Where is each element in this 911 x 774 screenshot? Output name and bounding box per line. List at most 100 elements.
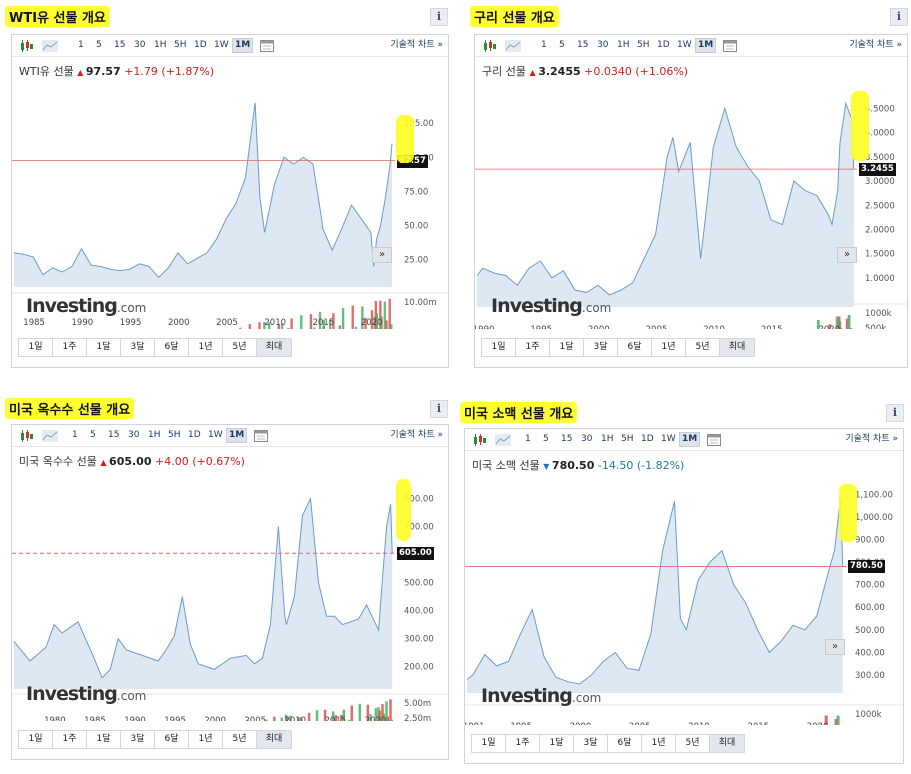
range-5[interactable]: 1년 — [652, 339, 686, 356]
interval-5H[interactable]: 5H — [174, 40, 187, 50]
range-7[interactable]: 최대 — [710, 735, 744, 752]
info-button[interactable]: i — [890, 8, 908, 26]
interval-5H[interactable]: 5H — [637, 40, 650, 50]
scroll-forward-button[interactable]: » — [372, 247, 392, 263]
interval-1H[interactable]: 1H — [601, 434, 614, 444]
interval-1H[interactable]: 1H — [617, 40, 630, 50]
range-4[interactable]: 6달 — [155, 731, 189, 748]
candlestick-icon[interactable] — [483, 40, 497, 52]
price-chart[interactable]: 1,100.001,000.00900.00800.00700.00600.00… — [465, 477, 903, 725]
technical-chart-link[interactable]: 기술적 차트 » — [390, 430, 443, 440]
range-4[interactable]: 6달 — [608, 735, 642, 752]
range-6[interactable]: 5년 — [676, 735, 710, 752]
interval-15[interactable]: 15 — [108, 430, 120, 440]
range-0[interactable]: 1일 — [19, 731, 53, 748]
interval-5[interactable]: 5 — [543, 434, 549, 444]
x-tick-label: 2000 — [168, 318, 190, 328]
calendar-icon[interactable] — [707, 434, 721, 446]
range-3[interactable]: 3달 — [121, 731, 155, 748]
volume-bar — [369, 714, 372, 721]
interval-1H[interactable]: 1H — [154, 40, 167, 50]
interval-1W[interactable]: 1W — [208, 430, 223, 440]
range-6[interactable]: 5년 — [686, 339, 720, 356]
technical-chart-link[interactable]: 기술적 차트 » — [390, 40, 443, 50]
candlestick-icon[interactable] — [20, 430, 34, 442]
scroll-forward-button[interactable]: » — [837, 247, 857, 263]
interval-1W[interactable]: 1W — [677, 40, 692, 50]
interval-1D[interactable]: 1D — [657, 40, 670, 50]
chart-box: 1 5 15 30 1H 5H 1D 1W 1M 기술적 차트 » 미국 소맥 선물 ▼ 780.5… — [464, 428, 904, 764]
calendar-icon[interactable] — [260, 40, 274, 52]
interval-5H[interactable]: 5H — [621, 434, 634, 444]
range-6[interactable]: 5년 — [223, 339, 257, 356]
range-3[interactable]: 3달 — [574, 735, 608, 752]
range-3[interactable]: 3달 — [584, 339, 618, 356]
interval-30[interactable]: 30 — [597, 40, 609, 50]
interval-1M[interactable]: 1M — [679, 432, 701, 447]
interval-30[interactable]: 30 — [134, 40, 146, 50]
range-1[interactable]: 1주 — [516, 339, 550, 356]
interval-1D[interactable]: 1D — [188, 430, 201, 440]
interval-15[interactable]: 15 — [114, 40, 126, 50]
area-chart-icon[interactable] — [42, 40, 58, 52]
candlestick-icon[interactable] — [473, 434, 487, 446]
calendar-icon[interactable] — [254, 430, 268, 442]
range-2[interactable]: 1달 — [87, 731, 121, 748]
price-chart[interactable]: 125.00100.0075.0050.0025.0010.00m1985199… — [12, 83, 448, 329]
interval-5[interactable]: 5 — [559, 40, 565, 50]
interval-1[interactable]: 1 — [78, 40, 84, 50]
area-chart-icon[interactable] — [42, 430, 58, 442]
range-2[interactable]: 1달 — [550, 339, 584, 356]
range-1[interactable]: 1주 — [53, 339, 87, 356]
info-button[interactable]: i — [430, 8, 448, 26]
range-5[interactable]: 1년 — [189, 731, 223, 748]
interval-1D[interactable]: 1D — [641, 434, 654, 444]
candlestick-icon[interactable] — [20, 40, 34, 52]
interval-15[interactable]: 15 — [561, 434, 573, 444]
interval-15[interactable]: 15 — [577, 40, 589, 50]
interval-1M[interactable]: 1M — [226, 428, 248, 443]
range-2[interactable]: 1달 — [87, 339, 121, 356]
price-chart[interactable]: 4.5000 4.0000 3.5000 3.0000 2.5000 2.0000 1.50… — [475, 83, 907, 329]
range-4[interactable]: 6달 — [155, 339, 189, 356]
calendar-icon[interactable] — [723, 40, 737, 52]
interval-1[interactable]: 1 — [541, 40, 547, 50]
range-7[interactable]: 최대 — [257, 731, 291, 748]
range-1[interactable]: 1주 — [506, 735, 540, 752]
range-7[interactable]: 최대 — [720, 339, 754, 356]
interval-1W[interactable]: 1W — [214, 40, 229, 50]
interval-1M[interactable]: 1M — [695, 38, 717, 53]
range-6[interactable]: 5년 — [223, 731, 257, 748]
interval-30[interactable]: 30 — [128, 430, 140, 440]
scroll-forward-button[interactable]: » — [825, 639, 845, 655]
interval-1D[interactable]: 1D — [194, 40, 207, 50]
interval-1H[interactable]: 1H — [148, 430, 161, 440]
range-0[interactable]: 1일 — [472, 735, 506, 752]
interval-5[interactable]: 5 — [96, 40, 102, 50]
interval-5[interactable]: 5 — [90, 430, 96, 440]
interval-5H[interactable]: 5H — [168, 430, 181, 440]
range-4[interactable]: 6달 — [618, 339, 652, 356]
interval-1[interactable]: 1 — [72, 430, 78, 440]
range-3[interactable]: 3달 — [121, 339, 155, 356]
price-chart[interactable]: 800.00700.00600.00500.00400.00300.00200.… — [12, 473, 448, 721]
range-5[interactable]: 1년 — [189, 339, 223, 356]
range-0[interactable]: 1일 — [482, 339, 516, 356]
range-0[interactable]: 1일 — [19, 339, 53, 356]
x-tick-label: 1990 — [475, 325, 494, 329]
technical-chart-link[interactable]: 기술적 차트 » — [849, 40, 902, 50]
range-2[interactable]: 1달 — [540, 735, 574, 752]
interval-1M[interactable]: 1M — [232, 38, 254, 53]
area-chart-icon[interactable] — [495, 434, 511, 446]
range-7[interactable]: 최대 — [257, 339, 291, 356]
interval-30[interactable]: 30 — [581, 434, 593, 444]
technical-chart-link[interactable]: 기술적 차트 » — [845, 434, 898, 444]
range-1[interactable]: 1주 — [53, 731, 87, 748]
interval-1W[interactable]: 1W — [661, 434, 676, 444]
info-button[interactable]: i — [430, 400, 448, 418]
area-chart-icon[interactable] — [505, 40, 521, 52]
interval-1[interactable]: 1 — [525, 434, 531, 444]
volume-bar — [287, 327, 290, 329]
info-button[interactable]: i — [886, 404, 904, 422]
range-5[interactable]: 1년 — [642, 735, 676, 752]
